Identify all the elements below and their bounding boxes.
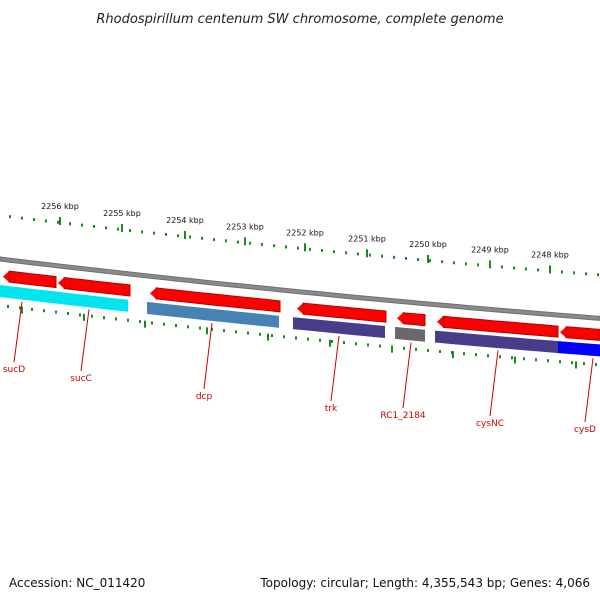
forward-gene-arrow bbox=[63, 276, 131, 297]
leader-line bbox=[330, 335, 340, 402]
kbp-label: 2249 kbp bbox=[471, 245, 509, 254]
arrow-head bbox=[397, 312, 403, 324]
kbp-label: 2255 kbp bbox=[103, 209, 141, 218]
gene-label-dcp: dcp bbox=[196, 392, 213, 402]
backbone-ring bbox=[0, 256, 600, 321]
leader-line bbox=[489, 350, 499, 417]
leader-line bbox=[13, 301, 23, 363]
arrow-head bbox=[560, 326, 566, 338]
topology-text: Topology: circular; Length: 4,355,543 bp… bbox=[260, 576, 590, 590]
gene-label-sucd: sucD bbox=[3, 365, 25, 375]
arrow-head bbox=[437, 316, 443, 328]
kbp-label: 2254 kbp bbox=[166, 216, 204, 225]
gene-band-dcp bbox=[147, 301, 279, 328]
kbp-label: 2248 kbp bbox=[531, 250, 569, 259]
forward-gene-arrow bbox=[565, 326, 600, 341]
leader-line bbox=[402, 342, 412, 409]
kbp-label: 2250 kbp bbox=[409, 240, 447, 249]
kbp-label: 2251 kbp bbox=[348, 234, 386, 243]
kbp-ticks bbox=[7, 215, 599, 369]
arrow-head bbox=[3, 271, 9, 283]
kbp-label: 2252 kbp bbox=[286, 228, 324, 237]
gene-band-trk bbox=[293, 317, 385, 338]
arrow-head bbox=[150, 287, 156, 299]
gene-band-rc1_2184 bbox=[395, 326, 425, 342]
forward-gene-arrow bbox=[442, 315, 559, 338]
gene-band-sucd bbox=[0, 285, 58, 304]
forward-strand-arrows bbox=[3, 270, 600, 341]
forward-gene-arrow bbox=[302, 302, 387, 323]
gene-label-trk: trk bbox=[325, 404, 338, 414]
forward-gene-arrow bbox=[8, 270, 57, 289]
gene-label-succ: sucC bbox=[70, 374, 92, 384]
accession-text: Accession: NC_011420 bbox=[9, 576, 146, 590]
forward-gene-arrow bbox=[402, 312, 426, 327]
gene-band-cysd bbox=[558, 341, 600, 357]
leader-line bbox=[80, 309, 90, 372]
leader-line bbox=[203, 322, 213, 390]
kbp-labels: 2256 kbp 2255 kbp 2254 kbp 2253 kbp 2252 kbp… bbox=[41, 202, 569, 259]
gene-label-rc1_2184: RC1_2184 bbox=[380, 411, 425, 421]
arrow-head bbox=[58, 277, 64, 289]
gene-bands bbox=[0, 285, 600, 357]
backbone-line bbox=[0, 256, 600, 321]
label-leaders bbox=[13, 301, 594, 423]
gene-label-cysd: cysD bbox=[574, 425, 596, 435]
kbp-label: 2256 kbp bbox=[41, 202, 79, 211]
map-title: Rhodospirillum centenum SW chromosome, c… bbox=[96, 12, 503, 27]
leader-line bbox=[584, 358, 594, 423]
kbp-label: 2253 kbp bbox=[226, 222, 264, 231]
gene-band-succ bbox=[58, 291, 128, 312]
gene-band-cysnc bbox=[435, 330, 558, 354]
gene-label-cysnc: cysNC bbox=[476, 419, 504, 429]
forward-gene-arrow bbox=[155, 287, 281, 313]
gene-labels: sucD sucC dcp trk RC1_2184 cysNC cysD bbox=[3, 365, 596, 435]
arrow-head bbox=[297, 303, 303, 315]
